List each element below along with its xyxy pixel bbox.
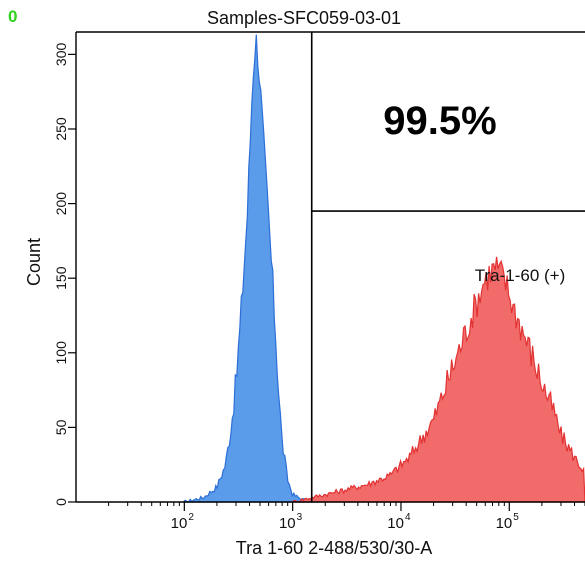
x-tick-exponent: 5 — [513, 512, 519, 523]
x-axis-label: Tra 1-60 2-488/530/30-A — [236, 538, 432, 558]
y-tick-label: 100 — [53, 341, 69, 365]
x-tick-exponent: 4 — [405, 512, 411, 523]
x-tick-label: 10 — [496, 515, 513, 532]
y-tick-label: 200 — [53, 192, 69, 216]
y-tick-label: 150 — [53, 266, 69, 290]
x-tick-label: 10 — [279, 515, 296, 532]
series-histogram-2 — [291, 256, 585, 503]
x-tick-label: 10 — [387, 515, 404, 532]
y-tick-label: 300 — [53, 42, 69, 66]
plot-area — [183, 34, 585, 503]
gate-label: Tra-1-60 (+) — [475, 266, 566, 285]
chart-title: Samples-SFC059-03-01 — [207, 8, 401, 28]
gate-region — [310, 32, 585, 502]
corner-mark: 0 — [8, 7, 17, 26]
x-tick-exponent: 2 — [188, 512, 194, 523]
y-axis-label: Count — [24, 238, 44, 286]
y-tick-label: 0 — [53, 498, 69, 506]
x-tick-label: 10 — [171, 515, 188, 532]
series-histogram-1 — [183, 34, 314, 503]
y-tick-label: 50 — [53, 419, 69, 435]
gate-percentage: 99.5% — [383, 99, 496, 143]
x-tick-exponent: 3 — [297, 512, 303, 523]
y-tick-label: 250 — [53, 117, 69, 141]
